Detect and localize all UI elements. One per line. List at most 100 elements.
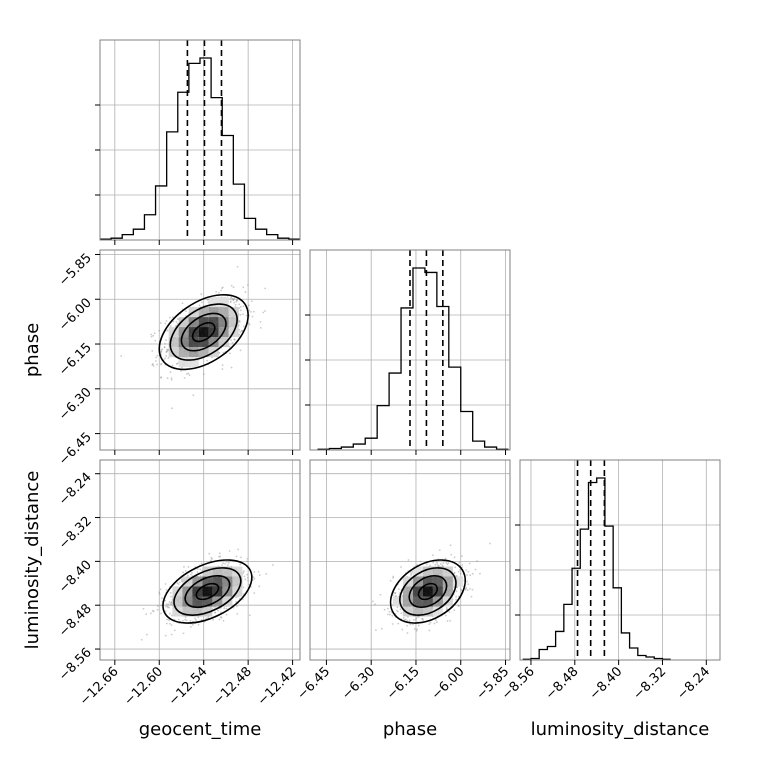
density-cell bbox=[192, 596, 203, 607]
hist-bin bbox=[256, 229, 267, 240]
density-cell bbox=[432, 566, 443, 577]
scatter-point bbox=[235, 596, 238, 599]
scatter-point bbox=[461, 564, 464, 566]
scatter-point bbox=[239, 313, 242, 316]
scatter-point bbox=[226, 561, 228, 563]
hist-bin bbox=[572, 568, 580, 660]
scatter-point bbox=[219, 555, 222, 558]
scatter-point bbox=[469, 574, 472, 577]
scatter-point bbox=[154, 339, 157, 342]
hist-bin bbox=[401, 308, 413, 450]
axes-frame bbox=[519, 459, 721, 661]
scatter-point bbox=[397, 610, 399, 613]
scatter-point bbox=[231, 341, 234, 344]
scatter-point bbox=[160, 362, 163, 365]
scatter-point bbox=[169, 612, 171, 615]
density-cell bbox=[222, 566, 233, 577]
scatter-point bbox=[257, 570, 260, 573]
scatter-point bbox=[233, 338, 236, 341]
scatter-point bbox=[189, 619, 192, 622]
density-cell bbox=[212, 576, 223, 587]
scatter-point bbox=[170, 377, 173, 379]
scatter-point bbox=[371, 600, 374, 603]
density-cell bbox=[402, 596, 413, 607]
scatter-point bbox=[455, 575, 458, 577]
scatter-point bbox=[159, 322, 162, 324]
scatter-point bbox=[435, 561, 438, 564]
scatter-point bbox=[264, 287, 267, 290]
hist-bin bbox=[605, 526, 613, 660]
y-tick-label: −6.00 bbox=[56, 295, 95, 334]
scatter-point bbox=[244, 578, 247, 581]
scatter-point bbox=[468, 562, 471, 565]
scatter-point bbox=[242, 313, 244, 316]
x-tick-label: −12.42 bbox=[255, 664, 300, 709]
scatter-point bbox=[422, 619, 425, 622]
scatter-point bbox=[155, 360, 157, 362]
contour-line bbox=[408, 574, 448, 609]
scatter-point bbox=[230, 284, 233, 287]
x-tick-label: −6.15 bbox=[384, 664, 423, 703]
x-tick-label: −8.48 bbox=[543, 664, 582, 703]
scatter-point bbox=[160, 604, 163, 607]
scatter-point bbox=[417, 616, 420, 618]
hist-bin bbox=[638, 655, 646, 660]
scatter-point bbox=[447, 562, 450, 564]
scatter-point bbox=[160, 351, 163, 354]
hist-steps-luminosity_distance bbox=[522, 477, 671, 660]
scatter-point bbox=[142, 607, 145, 610]
scatter-point bbox=[160, 349, 163, 351]
scatter-point bbox=[183, 565, 185, 568]
scatter-point bbox=[166, 348, 168, 351]
scatter-point bbox=[183, 376, 186, 379]
density-cell bbox=[442, 566, 453, 577]
scatter-point bbox=[221, 287, 223, 290]
hist-bin bbox=[437, 306, 449, 450]
density-cell bbox=[442, 576, 453, 587]
scatter-point bbox=[429, 621, 432, 624]
scatter-point bbox=[437, 564, 440, 567]
scatter-point bbox=[184, 616, 187, 619]
density-cell bbox=[218, 317, 229, 328]
scatter-point bbox=[396, 606, 399, 609]
scatter-point bbox=[165, 355, 167, 357]
scatter-point bbox=[160, 597, 163, 600]
scatter-point bbox=[169, 602, 172, 605]
scatter-point bbox=[236, 265, 239, 268]
scatter-point bbox=[169, 592, 172, 594]
scatter-point bbox=[182, 632, 185, 635]
scatter-point bbox=[391, 623, 394, 625]
contour-line bbox=[162, 559, 253, 624]
scatter-point bbox=[206, 359, 208, 362]
scatter-point bbox=[168, 619, 170, 622]
joint-panel-geocent_time-phase: −6.45 −6.30 −6.15 −6.00 −5.85 bbox=[56, 249, 301, 469]
scatter-point bbox=[242, 586, 245, 589]
scatter-point bbox=[258, 585, 261, 588]
scatter-point bbox=[471, 572, 474, 575]
scatter-point bbox=[403, 619, 406, 621]
density-cell bbox=[168, 337, 179, 348]
scatter-point bbox=[236, 299, 238, 302]
scatter-point bbox=[173, 629, 176, 632]
hist-bin bbox=[233, 184, 244, 240]
scatter-point bbox=[164, 342, 166, 345]
scatter-point bbox=[199, 568, 202, 571]
scatter-point bbox=[177, 318, 179, 320]
scatter-point bbox=[228, 352, 231, 355]
scatter-point bbox=[415, 629, 418, 632]
scatter-point bbox=[245, 314, 248, 317]
scatter-point bbox=[471, 588, 474, 591]
scatter-point bbox=[145, 613, 148, 616]
scatter-point bbox=[397, 622, 400, 625]
density-cell bbox=[442, 586, 453, 597]
scatter-point bbox=[453, 556, 456, 559]
density-cell bbox=[172, 596, 183, 607]
scatter-point bbox=[167, 349, 170, 351]
contour-line bbox=[158, 293, 249, 371]
scatter-point bbox=[228, 550, 231, 552]
scatter-point bbox=[489, 542, 491, 545]
density-cell bbox=[198, 327, 209, 338]
scatter-point bbox=[167, 356, 170, 359]
hist-bin bbox=[539, 649, 547, 660]
density-cell bbox=[198, 307, 209, 318]
